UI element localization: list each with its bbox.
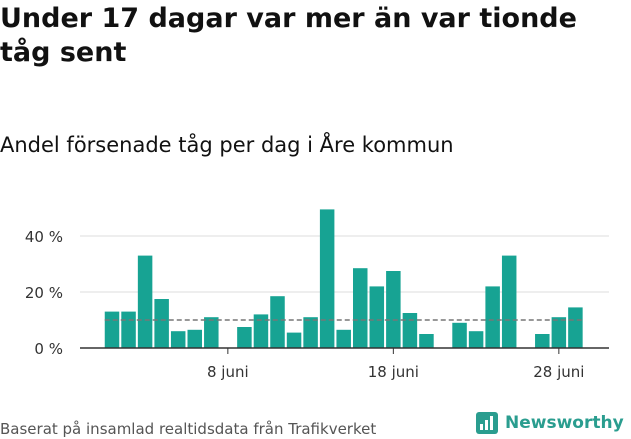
x-tick-label: 28 juni [533, 363, 584, 381]
bar [170, 331, 186, 348]
bar [104, 311, 120, 348]
bar [353, 268, 368, 348]
bar [286, 332, 302, 348]
bar [121, 311, 136, 348]
grid-lines [80, 235, 609, 293]
bar [303, 317, 318, 348]
bar [386, 271, 401, 348]
y-tick-label: 0 % [34, 340, 63, 358]
bar [452, 322, 467, 348]
bar [402, 313, 418, 348]
chart-title: Under 17 dagar var mer än var tionde tåg… [0, 3, 577, 68]
bar [154, 299, 169, 348]
bar [501, 255, 517, 348]
bar [551, 317, 567, 348]
y-tick-label: 40 % [25, 228, 63, 246]
bar [336, 329, 351, 348]
bar [485, 286, 500, 348]
chart-subtitle: Andel försenade tåg per dag i Åre kommun [0, 133, 454, 157]
bar [253, 314, 269, 348]
bar [468, 331, 484, 348]
bars [104, 209, 583, 348]
y-tick-label: 20 % [25, 284, 63, 302]
bar [137, 255, 153, 348]
bar [187, 329, 202, 348]
bar [568, 307, 583, 348]
bar [535, 334, 550, 348]
newsworthy-logo: Newsworthy [476, 409, 624, 437]
bar [204, 317, 219, 348]
x-tick-label: 8 juni [207, 363, 249, 381]
source-note: Baserat på insamlad realtidsdata från Tr… [0, 420, 377, 438]
bar [270, 296, 285, 348]
axes: 0 % 20 % 40 % 8 juni 18 juni 28 juni [25, 228, 609, 381]
logo-icon [476, 412, 498, 434]
x-tick-label: 18 juni [368, 363, 419, 381]
bar [419, 334, 434, 348]
logo-text: Newsworthy [505, 413, 624, 433]
bar [237, 327, 252, 348]
bar [369, 286, 385, 348]
bar-chart: 0 % 20 % 40 % 8 juni 18 juni 28 juni [25, 209, 609, 381]
bar [319, 209, 335, 348]
